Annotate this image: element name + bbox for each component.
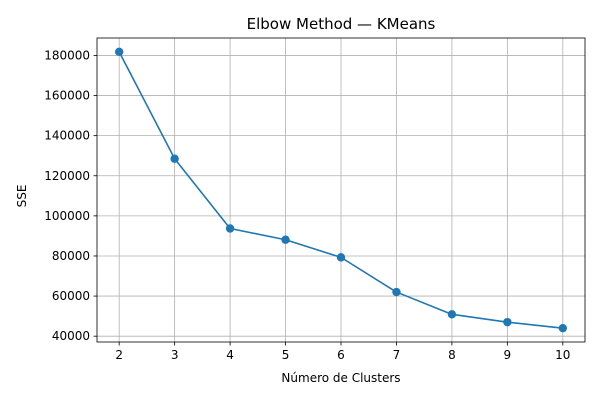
y-tick-label: 40000	[52, 329, 90, 343]
x-tick-label: 2	[115, 348, 123, 362]
grid	[97, 38, 585, 342]
y-axis-label: SSE	[15, 185, 29, 208]
x-tick-label: 10	[555, 348, 570, 362]
x-axis-label: Número de Clusters	[281, 371, 400, 385]
y-tick-label: 80000	[52, 249, 90, 263]
x-tick-label: 6	[337, 348, 345, 362]
series-sse	[114, 47, 568, 333]
y-tick-label: 180000	[44, 48, 90, 62]
axes: 2 3 4 5 6 7 8 9 10 40000 60000 80000 100000 120000 140…	[44, 37, 586, 362]
x-tick-label: 9	[504, 348, 512, 362]
chart-title: Elbow Method — KMeans	[247, 15, 436, 33]
y-tick-label: 140000	[44, 129, 90, 143]
y-tick-label: 60000	[52, 289, 90, 303]
y-tick-label: 120000	[44, 169, 90, 183]
data-point	[114, 47, 124, 57]
data-point	[281, 235, 290, 244]
data-point	[503, 317, 512, 327]
data-point	[336, 253, 346, 262]
data-point	[558, 323, 568, 333]
data-point	[225, 224, 235, 233]
x-tick-label: 3	[171, 348, 179, 362]
data-point	[170, 154, 179, 163]
data-point	[447, 310, 457, 319]
x-tick-label: 7	[393, 348, 401, 362]
x-tick-label: 5	[282, 348, 290, 362]
data-point	[392, 287, 401, 297]
x-tick-label: 4	[226, 348, 234, 362]
x-tick-label: 8	[448, 348, 456, 362]
y-tick-label: 160000	[44, 89, 90, 103]
y-tick-label: 100000	[44, 209, 90, 223]
